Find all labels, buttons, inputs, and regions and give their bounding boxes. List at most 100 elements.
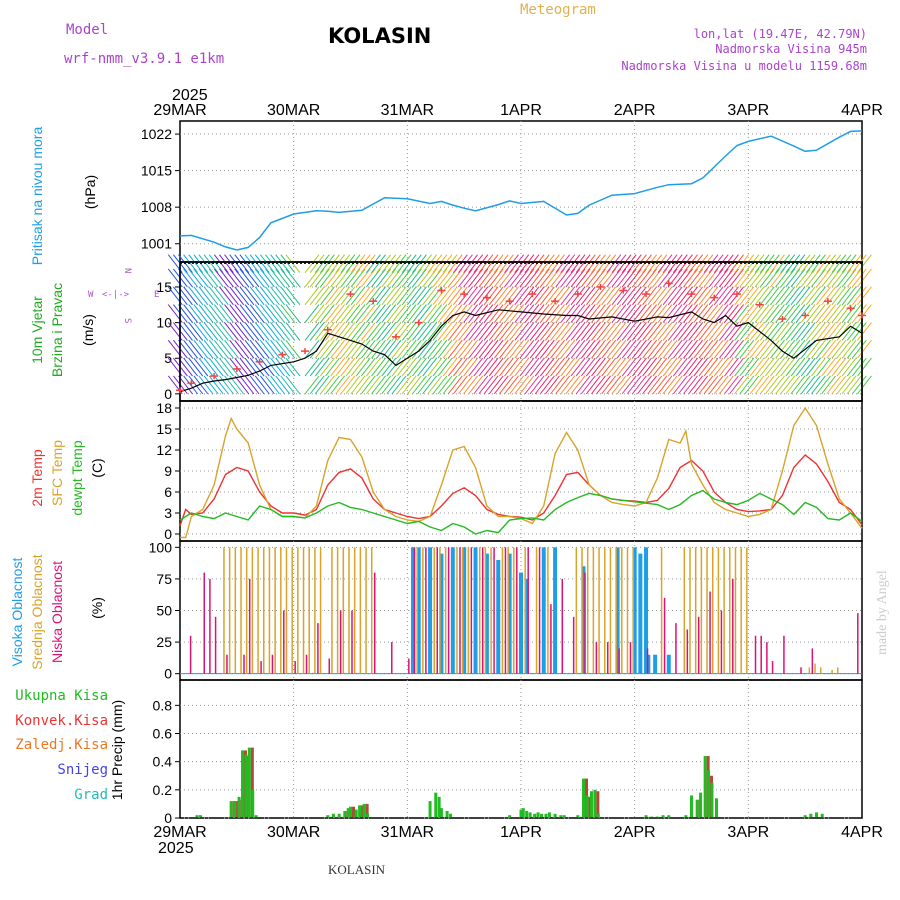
- wind-barb: [355, 375, 371, 395]
- low-cloud-bar: [493, 547, 495, 674]
- wind-barb: [275, 268, 291, 288]
- wind-barb: [631, 339, 647, 359]
- wind-barb: [770, 322, 785, 341]
- wind-barb: [314, 357, 330, 377]
- wind-barb: [340, 286, 356, 306]
- wind-barb: [693, 322, 709, 341]
- wind-barb: [754, 268, 770, 288]
- wind-barb: [851, 268, 867, 288]
- wind-barb: [831, 286, 847, 306]
- wind-barb: [591, 254, 606, 273]
- wind-barb: [285, 304, 301, 323]
- total-precip-bar: [343, 810, 347, 818]
- year-top: 2025: [172, 87, 208, 104]
- wind-barb: [683, 304, 698, 323]
- wind-barb: [713, 357, 729, 377]
- wind-barb: [811, 286, 826, 306]
- mid-cloud-bar: [331, 547, 333, 674]
- wind-barb: [483, 254, 499, 273]
- wind-barb: [678, 268, 693, 288]
- wind-barb: [504, 322, 519, 341]
- wind-barb: [857, 254, 872, 273]
- wind-barb: [239, 339, 255, 359]
- wind-barb: [693, 339, 709, 359]
- total-precip-bar: [358, 805, 362, 818]
- wind-barb: [790, 286, 806, 306]
- wind-barb: [183, 357, 199, 377]
- wind-barb: [519, 304, 535, 323]
- wind-barb: [319, 304, 335, 323]
- wind-barb: [478, 322, 494, 341]
- pressure-label: Pritisak na nivou mora: [29, 127, 45, 266]
- wind-barb: [775, 375, 791, 395]
- wind-barb: [519, 375, 535, 395]
- total-precip-bar: [445, 810, 449, 818]
- wind-barb: [718, 322, 734, 341]
- wind-barb: [545, 304, 560, 323]
- high-cloud-bar: [646, 654, 651, 674]
- mid-cloud-bar: [234, 547, 237, 674]
- total-precip-bar: [820, 813, 824, 818]
- y-tick-label: 0: [164, 526, 172, 542]
- low-cloud-bar: [226, 654, 228, 674]
- wind-barb: [857, 304, 872, 323]
- high-cloud-bar: [416, 547, 421, 674]
- wind-barb: [642, 339, 658, 359]
- wind-barb: [468, 268, 484, 288]
- wind-barb: [637, 268, 652, 288]
- wind-barb: [795, 268, 811, 288]
- wind-barb: [417, 339, 432, 359]
- wind-barb: [229, 322, 245, 341]
- y-tick-label: 100: [149, 539, 173, 555]
- wind-barb: [427, 339, 443, 359]
- wind-barb: [447, 254, 463, 273]
- total-precip-bar: [354, 809, 358, 818]
- wind-barb: [621, 286, 637, 306]
- mid-cloud-bar: [263, 547, 265, 674]
- wind-barb: [724, 268, 739, 288]
- wind-barb: [213, 339, 229, 359]
- y-tick-label: 75: [156, 571, 172, 587]
- wind-barb: [447, 357, 463, 377]
- wind-barb: [483, 322, 499, 341]
- wind-barb: [729, 357, 744, 377]
- wind-barb: [759, 304, 775, 323]
- wind-barb: [621, 375, 637, 395]
- wind-barb: [488, 339, 504, 359]
- total-precip-bar: [439, 808, 443, 818]
- low-cloud-bar: [413, 547, 416, 674]
- wind-barb: [499, 254, 514, 273]
- wind-barb: [335, 375, 351, 395]
- wind-barb: [432, 268, 448, 288]
- wind-barb: [234, 286, 250, 306]
- wind-barb: [285, 357, 301, 377]
- mid-cloud-bar: [370, 547, 373, 674]
- wind-barb: [570, 254, 586, 273]
- wind-barb: [662, 254, 678, 273]
- wind-barb: [744, 375, 760, 395]
- wind-barb: [626, 286, 642, 306]
- wind-barb: [483, 268, 499, 288]
- mid-cloud-bar: [694, 547, 697, 674]
- wind-barb: [580, 375, 596, 395]
- total-precip-bar: [362, 803, 366, 818]
- low-cloud-bar: [607, 642, 609, 674]
- wind-barb: [785, 286, 801, 306]
- wind-barb: [340, 304, 356, 323]
- wind-barb: [672, 322, 688, 341]
- wind-barb: [371, 254, 386, 273]
- wind-barb: [345, 375, 361, 395]
- wind-barb: [734, 304, 750, 323]
- wind-barb: [244, 304, 260, 323]
- wind-barb: [427, 375, 443, 395]
- mid-cloud-bar: [814, 663, 816, 674]
- wind-barb: [560, 375, 576, 395]
- wind-barb: [493, 268, 509, 288]
- wind-barb: [463, 254, 478, 273]
- temp-unit: (C): [89, 458, 105, 477]
- wind-barb: [616, 339, 632, 359]
- wind-barb: [524, 375, 540, 395]
- wind-barb: [285, 268, 301, 288]
- wind-barb: [580, 286, 596, 306]
- wind-barb: [188, 339, 204, 359]
